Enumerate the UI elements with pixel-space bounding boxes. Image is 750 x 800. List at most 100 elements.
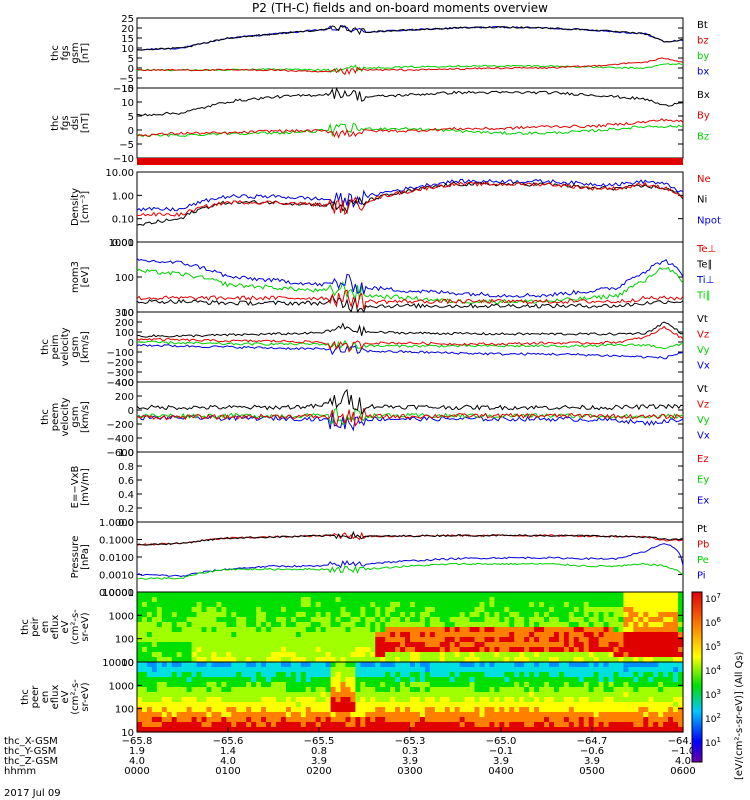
spectrogram-cell <box>206 637 213 643</box>
spectrogram-cell <box>618 607 625 613</box>
spectrogram-cell <box>434 622 441 628</box>
spectrogram-cell <box>395 702 401 708</box>
spectrogram-cell <box>137 687 143 693</box>
spectrogram-cell <box>315 607 322 613</box>
spectrogram-cell <box>464 697 471 703</box>
spectrogram-cell <box>563 707 570 713</box>
spectrogram-cell <box>484 707 491 713</box>
spectrogram-cell <box>678 687 684 693</box>
spectrogram-cell <box>241 727 247 733</box>
spectrogram-cell <box>563 667 570 673</box>
spectrogram-cell <box>598 662 605 668</box>
spectrogram-cell <box>479 622 486 628</box>
spectrogram-cell <box>275 722 282 728</box>
spectrogram-cell <box>623 627 629 633</box>
spectrogram-cell <box>246 627 252 633</box>
spectrogram-cell <box>375 707 381 713</box>
spectrogram-cell <box>444 627 451 633</box>
spectrogram-cell <box>633 657 639 663</box>
spectrogram-cell <box>484 647 491 653</box>
spectrogram-cell <box>638 727 644 733</box>
spectrogram-cell <box>439 697 446 703</box>
spectrogram-cell <box>395 652 401 658</box>
spectrogram-cell <box>186 597 193 603</box>
spectrogram-cell <box>216 707 222 713</box>
spectrogram-cell <box>261 672 267 678</box>
spectrogram-cell <box>295 677 302 683</box>
spectrogram-cell <box>266 642 272 648</box>
y-label-line: peim <box>50 334 61 359</box>
spectrogram-cell <box>678 702 684 708</box>
legend-Pt: Pt <box>697 524 707 535</box>
spectrogram-cell <box>221 647 227 653</box>
spectrogram-cell <box>509 667 515 673</box>
spectrogram-cell <box>449 642 456 648</box>
spectrogram-cell <box>330 697 337 703</box>
spectrogram-cell <box>320 672 327 678</box>
spectrogram-cell <box>504 687 510 693</box>
spectrogram-cell <box>534 617 540 623</box>
spectrogram-cell <box>618 627 625 633</box>
spectrogram-cell <box>410 687 416 693</box>
spectrogram-cell <box>583 702 590 708</box>
spectrogram-cell <box>548 672 555 678</box>
spectrogram-cell <box>211 672 218 678</box>
spectrogram-cell <box>266 592 272 598</box>
spectrogram-cell <box>295 672 302 678</box>
spectrogram-cell <box>439 707 446 713</box>
spectrogram-cell <box>424 657 431 663</box>
spectrogram-cell <box>410 597 416 603</box>
spectrogram-cell <box>648 637 654 643</box>
spectrogram-cell <box>405 697 411 703</box>
spectrogram-cell <box>509 612 515 618</box>
spectrogram-cell <box>484 662 491 668</box>
spectrogram-cell <box>246 637 252 643</box>
spectrogram-cell <box>593 612 600 618</box>
spectrogram-cell <box>658 672 664 678</box>
spectrogram-cell <box>583 667 590 673</box>
spectrogram-cell <box>444 602 451 608</box>
spectrogram-cell <box>449 677 456 683</box>
spectrogram-cell <box>419 627 426 633</box>
spectrogram-cell <box>141 652 148 658</box>
spectrogram-cell <box>553 702 560 708</box>
spectrogram-cell <box>166 677 173 683</box>
spectrogram-cell <box>593 717 600 723</box>
spectrogram-cell <box>598 647 605 653</box>
spectrogram-cell <box>236 597 242 603</box>
spectrogram-cell <box>618 717 625 723</box>
spectrogram-cell <box>156 682 163 688</box>
spectrogram-cell <box>628 712 634 718</box>
spectrogram-cell <box>345 687 352 693</box>
spectrogram-cell <box>141 612 148 618</box>
spectrogram-cell <box>221 607 227 613</box>
spectrogram-cell <box>325 642 332 648</box>
spectrogram-cell <box>290 707 297 713</box>
spectrogram-cell <box>678 637 684 643</box>
spectrogram-cell <box>330 607 337 613</box>
spectrogram-cell <box>494 712 500 718</box>
spectrogram-cell <box>534 632 540 638</box>
spectrogram-cell <box>568 662 575 668</box>
spectrogram-cell <box>350 607 356 613</box>
spectrogram-cell <box>479 647 486 653</box>
spectrogram-cell <box>196 712 203 718</box>
spectrogram-cell <box>558 717 565 723</box>
spectrogram-cell <box>335 657 342 663</box>
spectrogram-cell <box>544 607 550 613</box>
spectrogram-cell <box>350 632 356 638</box>
spectrogram-cell <box>137 667 143 673</box>
spectrogram-cell <box>494 727 500 733</box>
spectrogram-cell <box>514 607 520 613</box>
spectrogram-cell <box>568 642 575 648</box>
spectrogram-cell <box>305 692 312 698</box>
spectrogram-cell <box>653 722 659 728</box>
spectrogram-cell <box>271 687 277 693</box>
spectrogram-cell <box>385 717 391 723</box>
spectrogram-cell <box>191 717 198 723</box>
spectrogram-cell <box>280 647 287 653</box>
spectrogram-cell <box>241 607 247 613</box>
spectrogram-cell <box>578 622 585 628</box>
spectrogram-cell <box>529 597 535 603</box>
spectrogram-cell <box>643 602 649 608</box>
